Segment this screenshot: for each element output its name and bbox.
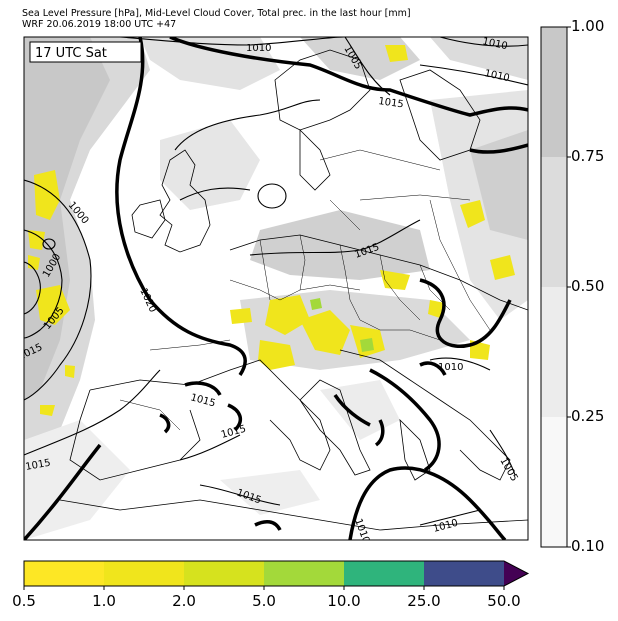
cloud-bin-025-050	[541, 287, 567, 417]
cloud-tick-label: 0.10	[571, 537, 605, 555]
cloud-bin-010-025	[541, 417, 567, 547]
precip-bin-1	[104, 561, 184, 586]
precip-bin-5	[424, 561, 504, 586]
precip-bin-0	[24, 561, 104, 586]
precip-tick-label: 50.0	[487, 592, 521, 610]
precip-bin-2	[184, 561, 264, 586]
isobar-label: 1010	[483, 68, 510, 84]
isobar-label: 1010	[246, 43, 271, 54]
isobar-label: 1015	[25, 458, 52, 473]
precip-tick-label: 10.0	[327, 592, 361, 610]
precip-tick-label: 1.0	[92, 592, 116, 610]
time-label: 17 UTC Sat	[35, 46, 107, 61]
precip-bin-4	[344, 561, 424, 586]
precip-tick-label: 2.0	[172, 592, 196, 610]
precip-extend-arrow	[504, 561, 528, 586]
isobar-label: 1015	[378, 96, 405, 110]
precip-tick-label: 5.0	[252, 592, 276, 610]
precip-tick-label: 0.5	[12, 592, 36, 610]
cloud-tick-label: 1.00	[571, 17, 605, 35]
chart-title: Sea Level Pressure [hPa], Mid-Level Clou…	[22, 8, 411, 19]
isobar-label: 1010	[438, 362, 463, 373]
time-label-box: 17 UTC Sat	[29, 41, 142, 63]
cloud-bin-050-075	[541, 157, 567, 287]
precip-bin-3	[264, 561, 344, 586]
precipitation-core	[310, 298, 374, 352]
precipitation-field	[28, 45, 515, 416]
isobars	[24, 37, 528, 526]
cloud-cover-colorbar	[540, 26, 571, 548]
cloud-bin-075-100	[541, 27, 567, 157]
cloud-tick-label: 0.25	[571, 407, 605, 425]
precipitation-colorbar	[23, 560, 530, 590]
precip-tick-label: 25.0	[407, 592, 441, 610]
model-run-info: WRF 20.06.2019 18:00 UTC +47	[22, 19, 177, 30]
map-frame	[23, 36, 529, 541]
country-borders	[119, 149, 491, 431]
isobar-1015	[24, 37, 528, 540]
cloud-tick-label: 0.75	[571, 147, 605, 165]
cloud-tick-label: 0.50	[571, 277, 605, 295]
